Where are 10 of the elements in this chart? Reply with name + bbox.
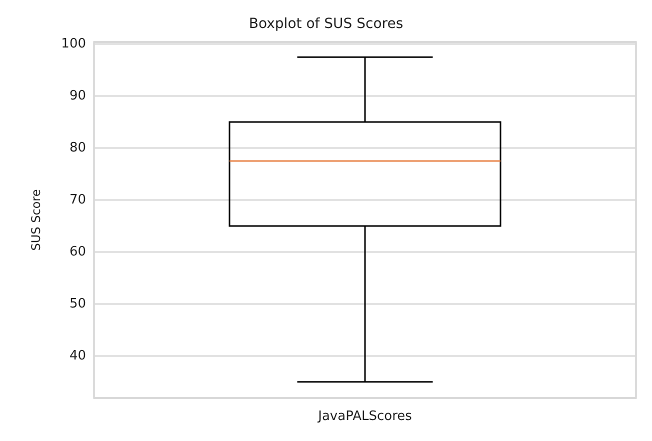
- y-tick-label: 80: [69, 140, 86, 156]
- y-tick-label: 70: [69, 192, 86, 208]
- y-tick-label: 50: [69, 296, 86, 312]
- y-axis-title: SUS Score: [29, 189, 43, 251]
- y-tick-label: 40: [69, 348, 86, 364]
- y-tick-label: 100: [61, 36, 86, 52]
- y-tick-label: 60: [69, 244, 86, 260]
- chart-title: Boxplot of SUS Scores: [248, 16, 404, 32]
- y-tick-label: 90: [69, 88, 86, 104]
- x-tick-label: JavaPALScores: [317, 409, 412, 424]
